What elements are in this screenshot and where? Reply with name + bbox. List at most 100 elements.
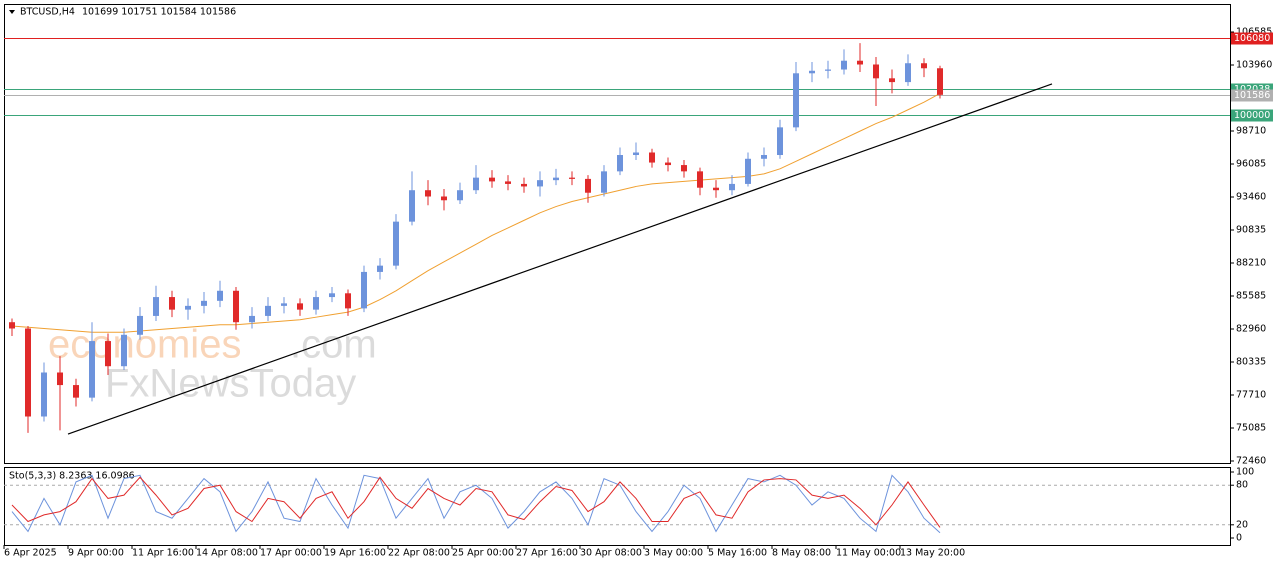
main-frame: [4, 4, 1231, 464]
candle-body: [697, 171, 703, 188]
y-tick-label: 80: [1236, 480, 1248, 491]
y-tick-label: 106585: [1236, 26, 1272, 37]
x-tick-label: 13 May 20:00: [900, 548, 965, 559]
y-tick-label: 72460: [1236, 456, 1266, 467]
candle-body: [169, 297, 175, 310]
candle-body: [329, 293, 335, 298]
candle-body: [665, 162, 671, 166]
candle-body: [377, 265, 383, 272]
y-tick-label: 88210: [1236, 257, 1266, 268]
candle-body: [233, 290, 239, 323]
menu-arrow: [9, 10, 15, 14]
candle-body: [825, 69, 831, 71]
candle-body: [905, 63, 911, 83]
candle-body: [761, 155, 767, 159]
candle-body: [217, 290, 223, 301]
candle-body: [73, 385, 79, 398]
y-tick-label: 98710: [1236, 125, 1266, 136]
candle-body: [537, 180, 543, 187]
moving-average: [11, 92, 941, 333]
candle-body: [361, 271, 367, 309]
candle-body: [617, 155, 623, 172]
level-label: 100000: [1234, 110, 1270, 121]
watermark-text: FxNewsToday: [105, 362, 356, 406]
y-tick-label: 82960: [1236, 323, 1266, 334]
candle-body: [201, 300, 207, 306]
symbol: BTCUSD,H4: [20, 7, 75, 18]
candle-body: [521, 183, 527, 187]
candle-body: [857, 60, 863, 65]
candle-body: [105, 341, 111, 367]
candle-body: [601, 171, 607, 193]
candle-body: [281, 303, 287, 306]
x-tick-label: 3 May 00:00: [644, 548, 703, 559]
stoch-line: [11, 476, 941, 528]
candle-body: [57, 372, 63, 386]
candle-body: [9, 322, 15, 329]
candle-body: [153, 297, 159, 316]
candle-body: [489, 177, 495, 182]
level-label-box: [1231, 32, 1273, 45]
x-tick-label: 11 May 00:00: [836, 548, 901, 559]
candle-body: [313, 297, 319, 310]
candle-body: [777, 127, 783, 156]
candle-body: [553, 177, 559, 181]
candle-body: [89, 341, 95, 398]
candle-body: [873, 64, 879, 79]
x-tick-label: 9 Apr 00:00: [68, 548, 124, 559]
candle-body: [745, 158, 751, 184]
candle-body: [585, 178, 591, 193]
candle-body: [393, 221, 399, 266]
candle-body: [185, 305, 191, 310]
candle-body: [25, 328, 31, 417]
candle-body: [841, 60, 847, 70]
y-tick-label: 96085: [1236, 158, 1266, 169]
y-tick-label: 90835: [1236, 224, 1266, 235]
x-tick-label: 8 May 08:00: [772, 548, 831, 559]
quote: 101699 101751 101584 101586: [82, 7, 236, 18]
candle-body: [889, 78, 895, 83]
candle-body: [505, 181, 511, 184]
candle-body: [41, 372, 47, 417]
y-tick-label: 77710: [1236, 390, 1266, 401]
candle-body: [633, 152, 639, 156]
candle-body: [265, 305, 271, 316]
candle-body: [713, 187, 719, 191]
candle-body: [793, 73, 799, 128]
candle-body: [649, 152, 655, 163]
candle-body: [473, 177, 479, 191]
x-tick-label: 17 Apr 00:00: [260, 548, 322, 559]
y-tick-label: 93460: [1236, 191, 1266, 202]
x-tick-label: 19 Apr 16:00: [324, 548, 386, 559]
stoch-frame: [4, 467, 1231, 546]
candle-body: [425, 190, 431, 197]
candle-body: [121, 334, 127, 367]
y-tick-label: 80335: [1236, 357, 1266, 368]
level-label: 101586: [1234, 90, 1270, 101]
level-label-box: [1231, 109, 1273, 122]
x-tick-label: 25 Apr 00:00: [452, 548, 514, 559]
watermark-text: economies: [48, 323, 241, 367]
candle-body: [681, 165, 687, 172]
candle-body: [809, 70, 815, 74]
level-label: 106080: [1234, 33, 1270, 44]
x-tick-label: 22 Apr 08:00: [388, 548, 450, 559]
watermark: economies .com FxNewsToday: [48, 323, 377, 406]
candle-body: [137, 315, 143, 335]
level-label-box: [1231, 89, 1273, 102]
y-tick-label: 100: [1236, 467, 1254, 478]
y-tick-label: 103960: [1236, 59, 1272, 70]
candle-body: [937, 68, 943, 95]
candle-body: [729, 183, 735, 191]
candle-body: [297, 303, 303, 310]
y-tick-label: 75085: [1236, 423, 1266, 434]
x-tick-label: 6 Apr 2025: [4, 548, 57, 559]
candle-body: [921, 63, 927, 69]
candle-body: [409, 190, 415, 222]
y-tick-label: 0: [1236, 533, 1242, 544]
candle-body: [345, 293, 351, 309]
candle-body: [457, 190, 463, 201]
y-tick-label: 85585: [1236, 290, 1266, 301]
